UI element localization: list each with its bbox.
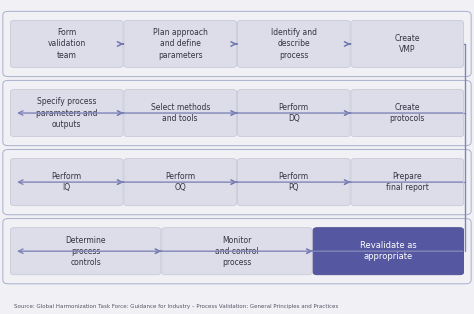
FancyBboxPatch shape (351, 20, 464, 68)
FancyBboxPatch shape (124, 89, 237, 137)
Text: Plan approach
and define
parameters: Plan approach and define parameters (153, 28, 208, 60)
FancyBboxPatch shape (351, 89, 464, 137)
FancyBboxPatch shape (10, 159, 123, 206)
Text: Perform
OQ: Perform OQ (165, 172, 195, 192)
FancyBboxPatch shape (237, 159, 350, 206)
FancyBboxPatch shape (10, 228, 161, 275)
Text: Create
VMP: Create VMP (394, 34, 420, 54)
Text: Source: Global Harmonization Task Force: Guidance for Industry – Process Validat: Source: Global Harmonization Task Force:… (14, 304, 338, 309)
FancyBboxPatch shape (10, 89, 123, 137)
Text: Determine
process
controls: Determine process controls (65, 236, 106, 267)
FancyBboxPatch shape (313, 228, 464, 275)
Text: Perform
IQ: Perform IQ (52, 172, 82, 192)
Text: Select methods
and tools: Select methods and tools (151, 103, 210, 123)
Text: Identify and
describe
process: Identify and describe process (271, 28, 317, 60)
Text: Revalidate as
appropriate: Revalidate as appropriate (360, 241, 417, 261)
Text: Prepare
final report: Prepare final report (386, 172, 428, 192)
FancyBboxPatch shape (124, 159, 237, 206)
FancyBboxPatch shape (162, 228, 312, 275)
FancyBboxPatch shape (237, 20, 350, 68)
Text: Form
validation
team: Form validation team (47, 28, 86, 60)
FancyBboxPatch shape (351, 159, 464, 206)
Text: Perform
DQ: Perform DQ (279, 103, 309, 123)
FancyBboxPatch shape (10, 20, 123, 68)
FancyBboxPatch shape (237, 89, 350, 137)
FancyBboxPatch shape (124, 20, 237, 68)
Text: Monitor
and control
process: Monitor and control process (215, 236, 259, 267)
Text: Perform
PQ: Perform PQ (279, 172, 309, 192)
Text: Create
protocols: Create protocols (390, 103, 425, 123)
Text: Specify process
parameters and
outputs: Specify process parameters and outputs (36, 97, 98, 129)
